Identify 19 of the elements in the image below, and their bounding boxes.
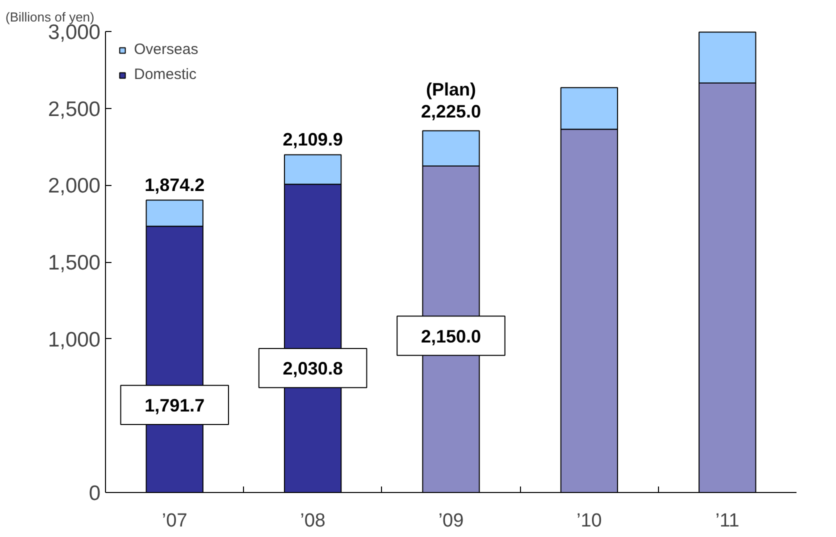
y-axis-title: (Billions of yen) <box>6 10 94 24</box>
y-tick-label: 1,500 <box>48 252 101 274</box>
annotation: 2,150.0 <box>420 326 482 346</box>
annotation: 2,030.8 <box>282 358 343 379</box>
legend-label: Domestic <box>134 66 197 83</box>
x-tick-label: ’09 <box>438 510 464 532</box>
annotation: 1,874.2 <box>144 174 205 195</box>
y-tick-label: 1,000 <box>48 328 101 352</box>
legend-label: Overseas <box>134 41 198 58</box>
y-tick-label: 2,500 <box>48 98 101 121</box>
y-tick-label: 2,000 <box>48 174 101 198</box>
annotation: 1,791.7 <box>144 395 205 416</box>
annotation: (Plan) 2,225.0 <box>420 80 482 122</box>
x-tick-label: ’08 <box>300 510 326 532</box>
x-tick-label: ’11 <box>715 510 740 532</box>
annotation: 2,109.9 <box>282 130 343 150</box>
y-tick-label: 0 <box>88 482 101 505</box>
x-tick-label: ’07 <box>162 510 188 532</box>
x-tick-label: ’10 <box>576 510 602 532</box>
